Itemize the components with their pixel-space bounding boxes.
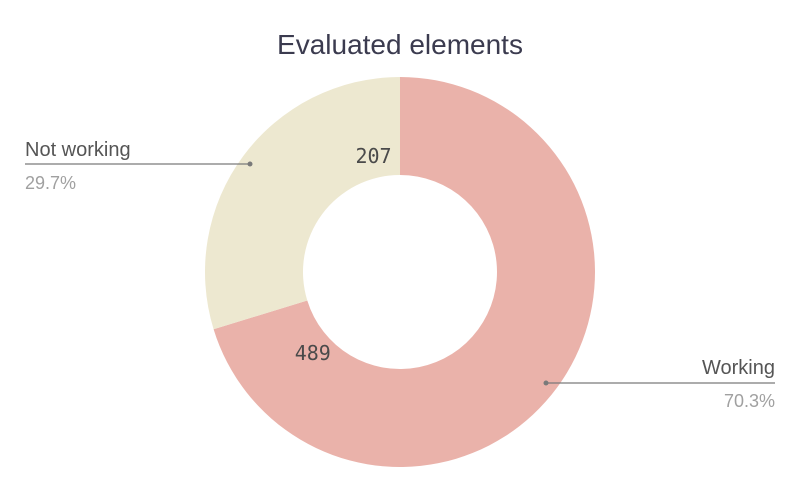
chart-title: Evaluated elements [277, 29, 523, 60]
slice-value-labels: 489 207 [295, 144, 392, 365]
callout-label-not-working: Not working [25, 139, 131, 161]
callout-not-working: Not working 29.7% [25, 139, 253, 193]
value-label-working: 489 [295, 341, 331, 365]
slice-not-working [204, 77, 400, 330]
callout-percent-not-working: 29.7% [25, 173, 76, 193]
callout-working: Working 70.3% [543, 357, 775, 411]
callout-percent-working: 70.3% [724, 391, 775, 411]
value-label-not-working: 207 [355, 144, 391, 168]
leader-dot-not-working [247, 161, 253, 167]
leader-dot-working [543, 380, 549, 386]
slice-working [213, 77, 595, 468]
donut-slices [204, 77, 595, 468]
callout-label-working: Working [702, 357, 775, 379]
